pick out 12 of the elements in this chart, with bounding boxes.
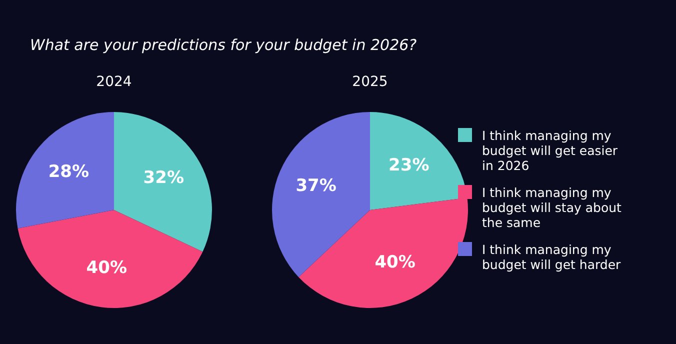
data-label: 40% bbox=[374, 252, 416, 273]
chart-title: What are your predictions for your budget in 2026? bbox=[30, 36, 417, 54]
data-label: 28% bbox=[48, 162, 90, 182]
data-label: 37% bbox=[296, 176, 336, 196]
legend-label: I think managing my budget will stay about the same bbox=[482, 185, 622, 230]
data-label: 32% bbox=[143, 168, 184, 188]
legend-label: I think managing my budget will get harder bbox=[482, 242, 622, 272]
chart-subtitle: 2024 bbox=[95, 74, 133, 90]
legend-label: I think managing my budget will get easier in 2026 bbox=[482, 128, 619, 173]
data-label: 40% bbox=[86, 258, 127, 278]
data-label: 23% bbox=[388, 155, 430, 176]
chart-subtitle: 2025 bbox=[351, 74, 389, 90]
